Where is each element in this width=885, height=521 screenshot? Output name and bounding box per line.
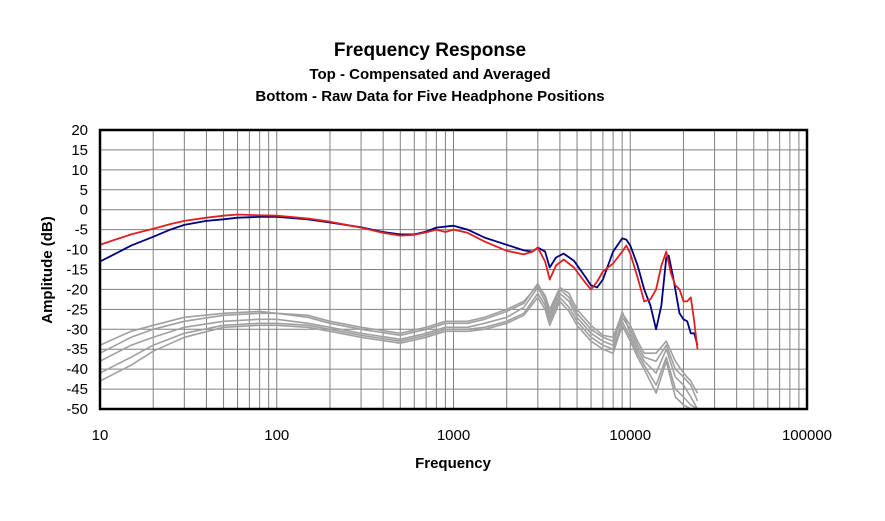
x-tick-labels: 10 100 1000 10000 100000 <box>92 427 832 444</box>
chart-subtitle-line-2: Bottom - Raw Data for Five Headphone Pos… <box>255 88 604 105</box>
y-tick-label: -40 <box>66 361 88 378</box>
chart-title: Frequency Response <box>334 40 526 61</box>
y-tick-label: 10 <box>71 162 88 179</box>
plot-grid <box>99 129 807 410</box>
y-tick-label: -25 <box>66 301 88 318</box>
plot-frame <box>98 128 809 411</box>
series-line-6 <box>99 292 698 410</box>
y-tick-label: -5 <box>75 222 88 239</box>
chart-subtitle-line-1: Top - Compensated and Averaged <box>309 66 550 83</box>
y-tick-label: 0 <box>80 202 88 219</box>
y-tick-label: 5 <box>80 182 88 199</box>
series-line-4 <box>99 286 699 410</box>
y-tick-label: -10 <box>66 242 88 259</box>
y-tick-labels: 20 15 10 5 0 -5 -10 -15 -20 -25 -30 -35 -40 -45 -50 <box>66 122 88 418</box>
x-tick-label: 100000 <box>782 427 832 444</box>
x-tick-label: 100 <box>264 427 289 444</box>
y-tick-label: 15 <box>71 142 88 159</box>
y-tick-label: -20 <box>66 281 88 298</box>
y-tick-label: -45 <box>66 381 88 398</box>
x-axis-label: Frequency <box>415 455 492 472</box>
y-axis-label: Amplitude (dB) <box>39 216 56 323</box>
x-tick-label: 1000 <box>437 427 470 444</box>
series-line-2 <box>99 213 699 350</box>
series-line-7 <box>99 296 698 410</box>
x-tick-label: 10 <box>92 427 109 444</box>
y-tick-label: -15 <box>66 262 88 279</box>
x-tick-label: 10000 <box>609 427 651 444</box>
series-line-5 <box>99 284 699 394</box>
y-tick-label: -50 <box>66 401 88 418</box>
y-tick-label: -30 <box>66 321 88 338</box>
plot-series <box>99 213 699 410</box>
series-line-1 <box>99 215 699 346</box>
y-tick-label: -35 <box>66 341 88 358</box>
y-tick-label: 20 <box>71 122 88 139</box>
